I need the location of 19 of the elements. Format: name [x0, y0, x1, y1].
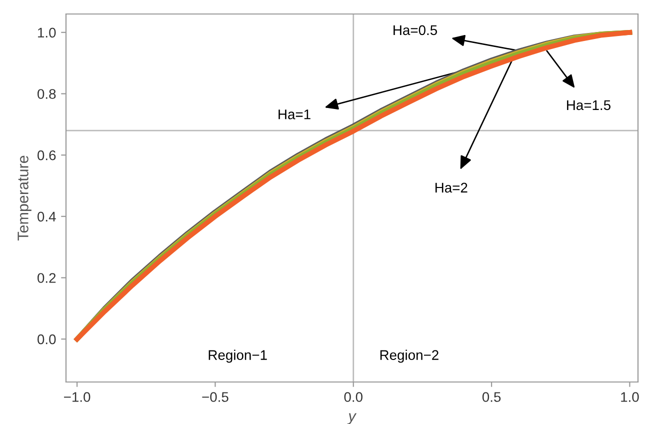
y-tick-label: 0.8 [38, 89, 56, 99]
y-tick-label: 0.2 [38, 273, 56, 283]
y-tick-label: 0.4 [38, 212, 56, 222]
annotation: Ha=1 [278, 110, 310, 120]
annotation: Region−1 [208, 350, 267, 363]
x-tick-label: 0.0 [344, 392, 362, 402]
annotation: Region−2 [380, 350, 438, 363]
x-tick-label: −0.5 [202, 392, 228, 402]
x-tick-label: −1.0 [64, 392, 90, 402]
annotation: Ha=0.5 [394, 25, 438, 36]
y-tick-label: 0.0 [38, 334, 56, 344]
x-tick-label: 0.5 [482, 392, 501, 402]
y-axis-title: Temperature [18, 156, 32, 241]
annotation: Ha=1.5 [567, 100, 610, 110]
annotation: Ha=2 [435, 182, 468, 193]
x-axis-title: y [347, 413, 357, 424]
x-tick-label: 1.0 [621, 392, 639, 402]
y-tick-label: 1.0 [38, 28, 56, 38]
y-tick-label: 0.6 [38, 150, 56, 160]
